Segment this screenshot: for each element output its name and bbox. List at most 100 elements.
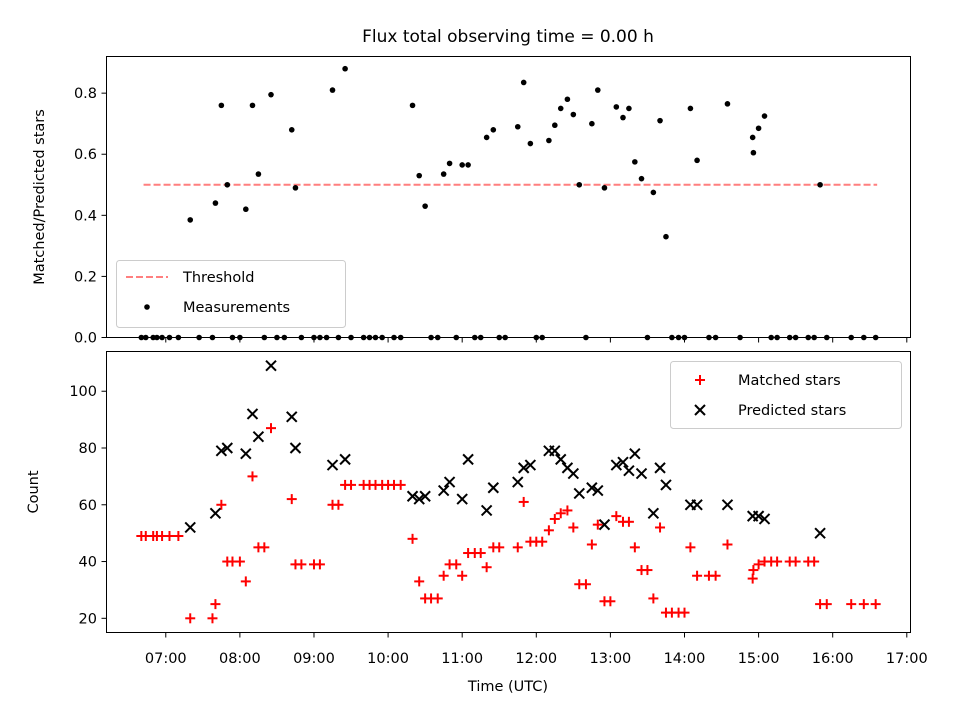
matched-star-point (216, 499, 227, 510)
count-y-tick-label: 100 (69, 384, 97, 400)
count-legend-frame (670, 361, 902, 429)
matched-star-point (286, 494, 297, 505)
matched-star-point (710, 570, 721, 581)
predicted-star-point (419, 490, 431, 502)
measurement-point (187, 217, 194, 223)
matched-star-point (210, 599, 221, 610)
predicted-star-point (758, 513, 771, 525)
matched-star-point (648, 593, 659, 604)
matched-star-point (753, 559, 764, 570)
measurement-point (409, 102, 416, 109)
measurement-point (212, 200, 219, 206)
matched-star-point (555, 508, 566, 519)
matched-star-point (549, 513, 560, 524)
predicted-star-point (592, 484, 604, 497)
measurement-point (249, 102, 256, 109)
measurement-point (755, 125, 762, 132)
predicted-star-point (215, 445, 228, 457)
matched-legend-label: Matched stars (738, 373, 841, 389)
count-x-tick-label: 11:00 (441, 651, 483, 667)
predicted-star-point (660, 479, 672, 491)
matched-star-point (821, 599, 832, 610)
predicted-star-point (339, 453, 351, 466)
measurement-point (657, 117, 663, 124)
matched-star-point (407, 533, 418, 544)
measurements-legend-swatch (144, 304, 150, 310)
matched-star-point (185, 613, 196, 624)
matched-star-point (747, 573, 758, 584)
measurement-point (687, 105, 694, 112)
measurement-point (520, 79, 527, 86)
matched-star-point (611, 511, 622, 522)
predicted-star-point (567, 467, 580, 480)
matched-star-point (748, 565, 759, 576)
measurement-point (552, 122, 558, 129)
measurement-point (749, 134, 756, 141)
measurement-point (446, 160, 453, 167)
count-x-tick-label: 13:00 (589, 651, 631, 667)
measurement-point (416, 172, 423, 179)
predicted-star-point (573, 487, 585, 500)
measurement-point (638, 175, 645, 182)
matched-star-point (494, 542, 505, 553)
matched-star-point (772, 556, 783, 567)
matched-star-point (809, 556, 820, 567)
count-points (136, 359, 881, 624)
measurement-point (465, 162, 471, 168)
ratio-y-tick-label: 0.6 (74, 147, 97, 163)
ratio-y-tick-label: 0.4 (74, 208, 97, 224)
count-x-tick-label: 16:00 (812, 651, 854, 667)
matched-star-point (629, 542, 640, 553)
matched-star-point (679, 607, 690, 618)
matched-star-point (266, 423, 277, 434)
count-legend: Matched stars Predicted stars (670, 361, 902, 429)
predicted-star-point (617, 456, 629, 468)
matched-star-point (685, 542, 696, 553)
measurement-point (514, 123, 521, 130)
measurement-point (557, 105, 564, 112)
predicted-star-point (623, 465, 635, 477)
count-x-tick-label: 15:00 (738, 651, 780, 667)
measurement-point (422, 203, 428, 209)
predicted-star-point (721, 499, 734, 511)
predicted-star-point (635, 467, 648, 480)
predicted-star-point (610, 459, 623, 471)
matched-star-point (234, 556, 245, 567)
predicted-star-point (487, 482, 500, 494)
ratio-y-axis-label: Matched/Predicted stars (32, 109, 48, 285)
predicted-star-point (326, 459, 339, 471)
predicted-legend-swatch (694, 404, 706, 416)
count-y-axis-label: Count (26, 470, 42, 513)
measurement-point (527, 140, 534, 147)
matched-star-point (451, 559, 462, 570)
matched-legend-swatch (695, 375, 705, 385)
ratio-y-tick-label: 0.8 (74, 86, 97, 102)
matched-star-point (592, 519, 603, 530)
predicted-star-point (286, 411, 298, 423)
count-y-tick-label: 60 (79, 498, 97, 514)
count-y-tick-label: 40 (79, 555, 97, 571)
predicted-star-point (246, 408, 259, 420)
matched-star-point (642, 565, 653, 576)
measurement-point (490, 127, 497, 133)
count-y-tick-label: 20 (79, 611, 97, 627)
ratio-legend-frame (116, 260, 346, 328)
predicted-star-point (654, 462, 666, 474)
ratio-x-ticks (165, 337, 908, 343)
measurement-point (613, 104, 620, 110)
predicted-star-point (598, 518, 611, 531)
matched-star-point (346, 479, 357, 490)
matched-star-point (296, 559, 307, 570)
matched-star-point (414, 576, 425, 587)
count-x-tick-label: 17:00 (886, 651, 928, 667)
matched-star-point (623, 516, 634, 527)
figure-title: Flux total observing time = 0.00 h (362, 27, 654, 47)
ratio-y-tick-label: 0.2 (74, 269, 97, 285)
measurement-point (243, 206, 249, 213)
matched-star-point (605, 596, 616, 607)
measurement-point (224, 181, 231, 188)
measurement-point (483, 134, 490, 141)
predicted-star-point (240, 447, 252, 460)
matched-star-point (475, 548, 486, 559)
predicted-star-point (437, 484, 450, 497)
